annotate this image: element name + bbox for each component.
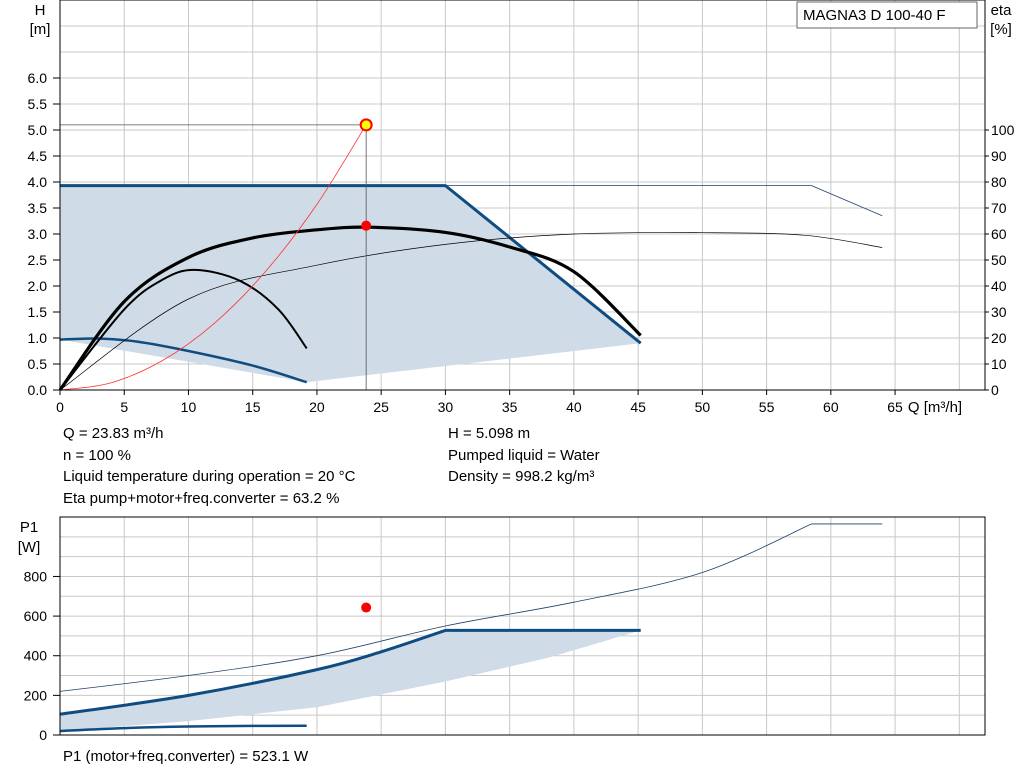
eta-y-tick-label: 0 [991, 382, 999, 398]
head-x-tick-label: 50 [695, 399, 711, 415]
temperature-readout: Liquid temperature during operation = 20… [63, 468, 356, 485]
head-x-tick-label: 0 [56, 399, 64, 415]
head-x-tick-label: 5 [120, 399, 128, 415]
head-y-tick-label: 6.0 [28, 70, 48, 86]
head-x-tick-label: 60 [823, 399, 839, 415]
liquid-readout: Pumped liquid = Water [448, 447, 600, 464]
head-y-tick-label: 2.0 [28, 278, 48, 294]
eta-y-tick-label: 100 [991, 122, 1015, 138]
power-axis-unit: [W] [18, 539, 41, 556]
power-y-tick-labels: 0 200 400 600 800 [24, 568, 60, 743]
head-y-tick-labels: 0.0 0.5 1.0 1.5 2.0 2.5 3.0 3.5 4.0 4.5 5.0 5.5 6.0 [28, 70, 60, 398]
head-x-tick-label: 10 [181, 399, 197, 415]
eta-y-tick-label: 80 [991, 174, 1007, 190]
eta-y-tick-label: 30 [991, 304, 1007, 320]
pump-model-box [796, 1, 978, 29]
power-operating-point [361, 602, 372, 613]
system-curve-line [59, 124, 367, 391]
eta-y-tick-label: 40 [991, 278, 1007, 294]
power-y-tick-label: 0 [39, 727, 47, 743]
density-readout: Density = 998.2 kg/m³ [448, 468, 594, 485]
power-y-tick-label: 800 [24, 568, 48, 584]
head-series-group [58, 124, 883, 391]
head-y-tick-label: 0.5 [28, 356, 48, 372]
head-x-tick-labels: 0 5 10 15 20 25 30 35 40 45 50 55 60 65 [56, 390, 903, 415]
head-y-tick-label: 3.5 [28, 200, 48, 216]
power-readout: P1 (motor+freq.converter) = 523.1 W [63, 748, 309, 765]
eta-curve-line [58, 225, 642, 391]
eta-y-tick-label: 10 [991, 356, 1007, 372]
head-x-tick-label: 45 [630, 399, 646, 415]
q-axis-label: Q [m³/h] [908, 399, 962, 416]
head-x-tick-label: 35 [502, 399, 518, 415]
power-series-group [59, 523, 883, 733]
eta-axis-unit: [%] [990, 21, 1012, 38]
max-extension-line [445, 185, 883, 217]
power-y-tick-label: 400 [24, 648, 48, 664]
eta-y-tick-label: 60 [991, 226, 1007, 242]
head-chart-frame [59, 0, 986, 391]
efficiency-readout: Eta pump+motor+freq.converter = 63.2 % [63, 490, 339, 507]
eta-y-tick-label: 70 [991, 200, 1007, 216]
pump-model-title: MAGNA3 D 100-40 F [803, 7, 946, 24]
max-power-extension-line [59, 523, 883, 692]
head-y-tick-label: 2.5 [28, 252, 48, 268]
power-operating-region [60, 630, 641, 732]
head-x-tick-label: 25 [373, 399, 389, 415]
head-axis-unit: [m] [30, 21, 51, 38]
duty-operating-point [359, 118, 373, 132]
head-y-tick-label: 1.0 [28, 330, 48, 346]
head-y-tick-label: 3.0 [28, 226, 48, 242]
eta-extension-line [59, 232, 883, 391]
head-operating-region [60, 185, 641, 383]
head-x-tick-label: 65 [887, 399, 903, 415]
power-y-tick-label: 200 [24, 687, 48, 703]
head-y-tick-label: 4.5 [28, 148, 48, 164]
head-axis-label: H [35, 2, 46, 19]
head-y-tick-label: 0.0 [28, 382, 48, 398]
eta-y-tick-labels: 0 10 20 30 40 50 60 70 80 90 100 [985, 122, 1015, 398]
head-x-tick-label: 55 [759, 399, 775, 415]
flow-readout: Q = 23.83 m³/h [63, 425, 163, 442]
head-x-tick-label: 30 [438, 399, 454, 415]
eta-y-tick-label: 50 [991, 252, 1007, 268]
eta-y-tick-label: 20 [991, 330, 1007, 346]
power-axis-label: P1 [20, 519, 38, 536]
eta-curve-min-line [59, 268, 308, 391]
head-y-tick-label: 5.0 [28, 122, 48, 138]
head-y-tick-label: 1.5 [28, 304, 48, 320]
head-y-tick-label: 5.5 [28, 96, 48, 112]
power-chart-frame [59, 516, 986, 736]
min-power-line [59, 724, 307, 733]
eta-operating-point [361, 220, 372, 231]
head-x-tick-label: 20 [309, 399, 325, 415]
head-x-tick-label: 15 [245, 399, 261, 415]
eta-y-tick-label: 90 [991, 148, 1007, 164]
speed-readout: n = 100 % [63, 447, 131, 464]
power-y-tick-label: 600 [24, 608, 48, 624]
max-power-line [59, 628, 641, 716]
head-readout: H = 5.098 m [448, 425, 530, 442]
eta-axis-label: eta [991, 2, 1013, 19]
head-y-tick-label: 4.0 [28, 174, 48, 190]
head-x-tick-label: 40 [566, 399, 582, 415]
